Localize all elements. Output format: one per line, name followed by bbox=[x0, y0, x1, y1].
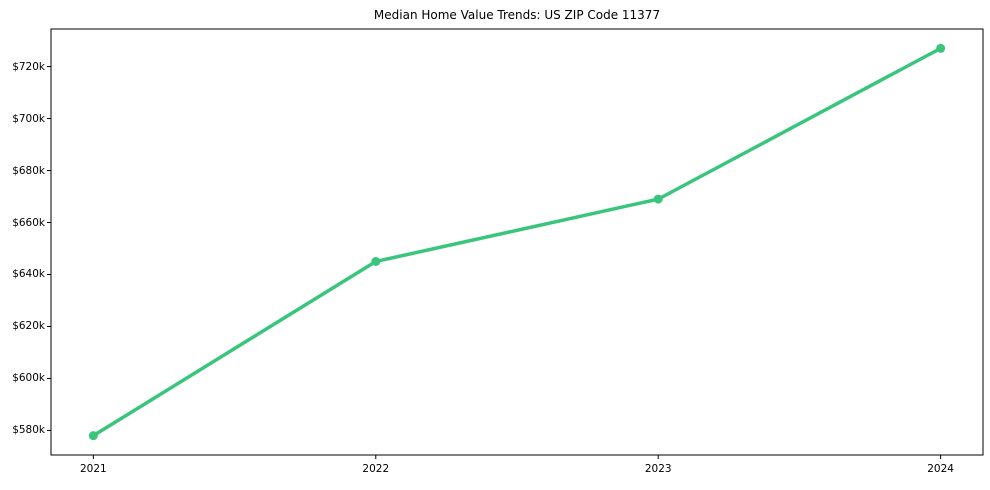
data-point-marker bbox=[371, 256, 381, 266]
chart-title: Median Home Value Trends: US ZIP Code 11… bbox=[373, 8, 661, 22]
y-tick-label: $620k bbox=[12, 320, 45, 333]
y-tick-label: $720k bbox=[12, 60, 45, 73]
y-tick-label: $680k bbox=[12, 164, 45, 177]
x-tick-label: 2023 bbox=[644, 463, 672, 475]
y-tick-label: $700k bbox=[12, 112, 45, 125]
y-tick-label: $660k bbox=[12, 216, 45, 229]
y-tick-label: $600k bbox=[12, 372, 45, 385]
y-tick-label: $640k bbox=[12, 268, 45, 281]
data-point-marker bbox=[936, 43, 946, 53]
x-tick-label: 2022 bbox=[362, 463, 390, 475]
x-tick-label: 2021 bbox=[79, 463, 107, 475]
y-tick-label: $580k bbox=[12, 424, 45, 437]
trend-line bbox=[91, 46, 943, 438]
data-point-marker bbox=[653, 194, 663, 204]
data-point-marker bbox=[88, 431, 98, 441]
x-tick-label: 2024 bbox=[927, 463, 954, 475]
axes-spines bbox=[50, 28, 984, 456]
